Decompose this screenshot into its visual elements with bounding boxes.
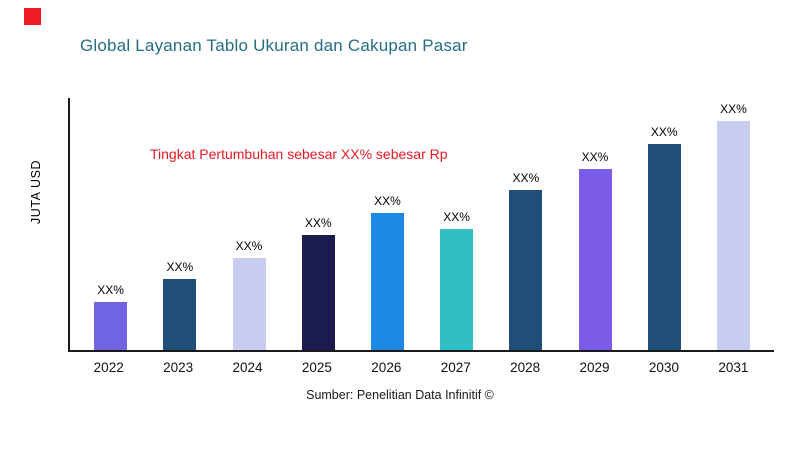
bar-group: XX% xyxy=(560,98,629,350)
bar-value-label: XX% xyxy=(581,150,609,165)
bar-group: XX% xyxy=(214,98,283,350)
bar-value-label: XX% xyxy=(235,239,263,254)
x-axis-tick-label: 2030 xyxy=(648,360,679,375)
bar-group: XX% xyxy=(76,98,145,350)
bar-group: XX% xyxy=(491,98,560,350)
bar-group: XX% xyxy=(422,98,491,350)
x-axis-tick-label: 2024 xyxy=(232,360,263,375)
bar xyxy=(301,235,335,350)
bar-group: XX% xyxy=(145,98,214,350)
bar xyxy=(716,120,750,350)
y-axis-title: JUTA USD xyxy=(29,159,43,225)
x-axis-tick-label: 2025 xyxy=(301,360,332,375)
bar-value-label: XX% xyxy=(97,282,124,297)
x-axis-labels: 2022 2023 2024 2025 2026 2027 2028 2029 2030 2031 xyxy=(68,360,774,375)
bar xyxy=(163,278,197,350)
bar xyxy=(509,189,543,350)
bar-value-label: XX% xyxy=(374,193,401,208)
source-caption: Sumber: Penelitian Data Infinitif © xyxy=(306,388,494,402)
x-axis-tick-label: 2031 xyxy=(718,360,749,375)
bar xyxy=(578,169,612,350)
bar-value-label: XX% xyxy=(166,259,194,274)
x-axis-tick-label: 2028 xyxy=(510,360,541,375)
x-axis-tick-label: 2026 xyxy=(371,360,402,375)
bar xyxy=(440,228,474,350)
bar-group: XX% xyxy=(630,98,699,350)
x-axis-tick-label: 2029 xyxy=(579,360,610,375)
bar-value-label: XX% xyxy=(720,101,747,116)
bar-group: XX% xyxy=(699,98,768,350)
plot-area: XX% XX% XX% XX% XX% XX% XX% XX% XX% XX% xyxy=(68,98,774,352)
growth-annotation: Tingkat Pertumbuhan sebesar XX% sebesar … xyxy=(150,146,448,162)
bar-value-label: XX% xyxy=(512,170,540,185)
x-axis-tick-label: 2022 xyxy=(93,360,124,375)
bar xyxy=(232,258,266,350)
bar-value-label: XX% xyxy=(650,124,678,139)
x-axis-tick-label: 2023 xyxy=(163,360,194,375)
bar-value-label: XX% xyxy=(443,209,470,224)
bar xyxy=(370,212,404,350)
red-square-logo xyxy=(24,8,41,25)
chart-title: Global Layanan Tablo Ukuran dan Cakupan … xyxy=(80,36,468,55)
bar-group: XX% xyxy=(284,98,353,350)
bar-value-label: XX% xyxy=(304,216,332,231)
bar xyxy=(94,301,128,350)
x-axis-tick-label: 2027 xyxy=(440,360,471,375)
bar-group: XX% xyxy=(353,98,422,350)
bar xyxy=(647,143,681,350)
